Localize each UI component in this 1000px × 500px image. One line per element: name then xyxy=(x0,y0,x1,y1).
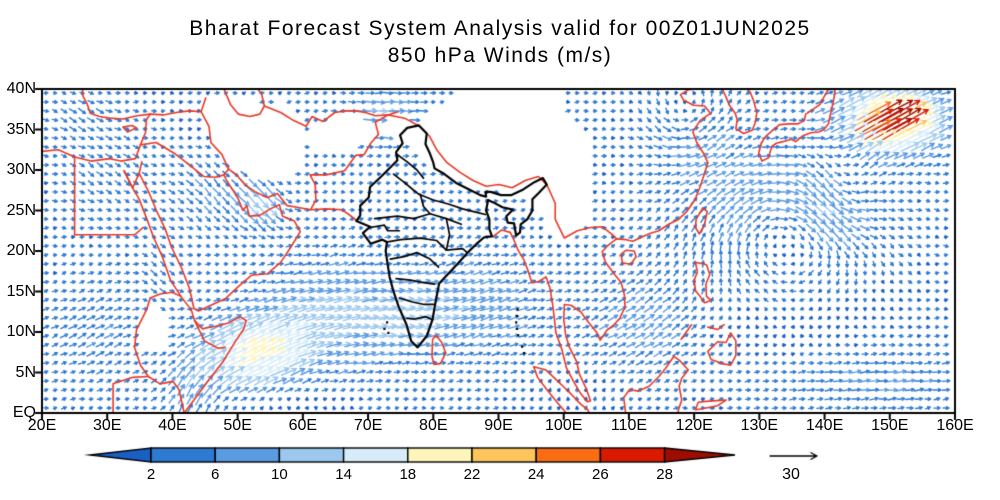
x-tick-label: 110E xyxy=(610,417,648,434)
colorbar-label: 14 xyxy=(335,466,352,483)
title-line2: 850 hPa Winds (m/s) xyxy=(387,44,613,67)
y-tick-label: 20N xyxy=(6,242,36,259)
y-tick-label: 35N xyxy=(6,120,36,138)
colorbar-label: 2 xyxy=(146,466,156,483)
y-tick-label: 15N xyxy=(6,282,36,300)
x-tick-label: 160E xyxy=(936,417,974,434)
x-tick-label: 130E xyxy=(740,417,779,434)
y-tick-label: EQ xyxy=(12,404,36,421)
colorbar-label: 6 xyxy=(211,466,220,483)
x-tick-label: 30E xyxy=(92,417,122,434)
x-tick-label: 20E xyxy=(27,417,57,434)
colorbar-label: 18 xyxy=(399,466,417,483)
colorbar-label: 10 xyxy=(271,466,288,483)
colorbar-label: 28 xyxy=(656,466,673,483)
y-tick-label: 5N xyxy=(15,363,36,381)
title-line1: Bharat Forecast System Analysis valid fo… xyxy=(189,17,811,40)
colorbar-label: 26 xyxy=(592,466,609,483)
y-tick-label: 40N xyxy=(6,80,36,97)
x-tick-label: 140E xyxy=(805,417,844,434)
reference-arrow-label: 30 xyxy=(782,466,800,483)
x-tick-label: 90E xyxy=(484,417,513,434)
x-tick-label: 150E xyxy=(871,417,909,434)
y-tick-label: 25N xyxy=(6,201,36,219)
y-tick-label: 30N xyxy=(6,161,36,178)
x-tick-label: 50E xyxy=(223,417,252,434)
x-tick-label: 70E xyxy=(353,417,383,434)
colorbar-label: 22 xyxy=(463,466,481,483)
y-tick-label: 10N xyxy=(6,323,36,340)
x-tick-label: 120E xyxy=(675,417,713,434)
x-tick-label: 80E xyxy=(419,417,448,434)
colorbar-label: 24 xyxy=(527,466,545,483)
x-tick-label: 100E xyxy=(545,417,583,434)
x-tick-label: 60E xyxy=(288,417,318,434)
x-tick-label: 40E xyxy=(158,417,187,434)
